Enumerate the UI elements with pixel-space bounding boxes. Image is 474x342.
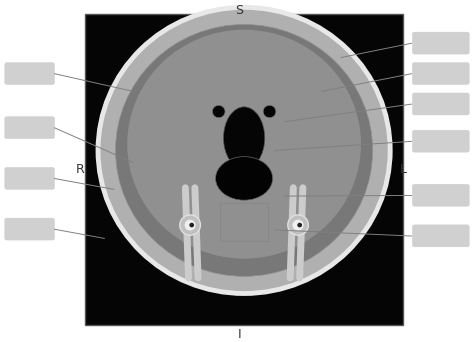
Ellipse shape [212, 105, 225, 118]
Ellipse shape [180, 215, 201, 235]
FancyBboxPatch shape [412, 184, 469, 206]
Ellipse shape [189, 223, 194, 227]
Ellipse shape [292, 220, 304, 231]
FancyBboxPatch shape [412, 93, 469, 115]
Bar [85, 14, 403, 325]
FancyBboxPatch shape [412, 130, 469, 152]
FancyBboxPatch shape [412, 63, 469, 84]
Text: S: S [236, 4, 243, 17]
Ellipse shape [223, 107, 265, 169]
FancyBboxPatch shape [5, 117, 55, 139]
Text: R: R [76, 162, 85, 175]
Ellipse shape [216, 157, 273, 200]
Ellipse shape [116, 25, 373, 276]
FancyBboxPatch shape [5, 167, 55, 189]
FancyBboxPatch shape [5, 218, 55, 240]
FancyBboxPatch shape [5, 63, 55, 84]
Text: L: L [400, 162, 406, 175]
Ellipse shape [263, 105, 276, 118]
Ellipse shape [98, 7, 390, 293]
Text: I: I [237, 328, 241, 341]
Ellipse shape [288, 215, 309, 235]
Ellipse shape [297, 223, 302, 227]
FancyBboxPatch shape [412, 225, 469, 247]
Ellipse shape [127, 30, 361, 259]
Bar [220, 203, 268, 241]
Ellipse shape [184, 220, 196, 231]
FancyBboxPatch shape [412, 32, 469, 54]
